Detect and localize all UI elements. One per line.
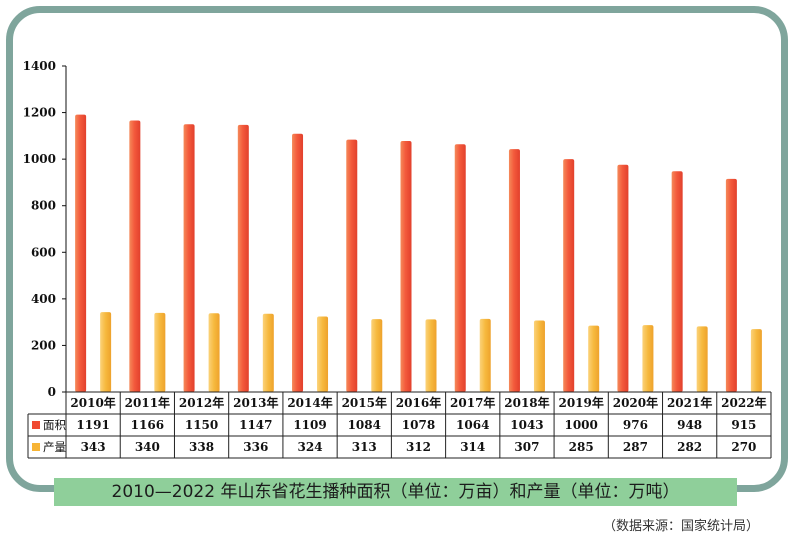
bar-area-2018年 [508, 149, 520, 392]
bar-yield-2013年 [262, 313, 274, 392]
category-label: 2015年 [342, 395, 387, 410]
legend-swatch-产量 [32, 443, 40, 451]
data-source: （数据来源：国家统计局） [602, 519, 759, 534]
data-label: 285 [569, 440, 594, 454]
bar-area-2020年 [617, 164, 629, 392]
bar-yield-2017年 [479, 318, 491, 392]
bar-yield-2016年 [425, 319, 437, 392]
category-label: 2010年 [70, 395, 115, 410]
y-tick-label: 1000 [23, 152, 56, 166]
category-label: 2018年 [504, 395, 549, 410]
bar-yield-2011年 [154, 312, 166, 392]
data-label: 307 [514, 440, 539, 454]
data-label: 1064 [456, 418, 489, 432]
category-label: 2017年 [450, 395, 495, 410]
bar-yield-2020年 [642, 325, 654, 392]
bar-area-2021年 [671, 171, 683, 392]
y-tick-label: 600 [31, 245, 56, 259]
category-label: 2021年 [667, 395, 712, 410]
data-label: 1084 [348, 418, 381, 432]
data-label: 312 [406, 440, 431, 454]
data-label: 1078 [402, 418, 435, 432]
bar-yield-2010年 [100, 312, 112, 392]
data-label: 1166 [131, 418, 164, 432]
bar-area-2012年 [183, 124, 195, 392]
data-label: 1191 [76, 418, 109, 432]
category-label: 2013年 [233, 395, 278, 410]
bar-yield-2019年 [588, 325, 600, 392]
data-label: 1150 [185, 418, 218, 432]
bar-area-2017年 [454, 144, 466, 392]
data-label: 338 [189, 440, 214, 454]
data-label: 336 [243, 440, 268, 454]
bar-area-2019年 [563, 159, 575, 392]
bar-yield-2022年 [750, 329, 762, 392]
bar-yield-2021年 [696, 326, 708, 392]
series-label: 产量 [43, 440, 66, 454]
series-label: 面积 [43, 418, 66, 432]
data-label: 340 [135, 440, 160, 454]
data-label: 343 [81, 440, 106, 454]
data-label: 313 [352, 440, 377, 454]
category-label: 2014年 [287, 395, 332, 410]
bar-area-2011年 [129, 120, 141, 392]
bar-area-2013年 [237, 124, 249, 393]
data-label: 324 [298, 440, 323, 454]
y-tick-label: 800 [31, 199, 56, 213]
data-label: 915 [731, 418, 756, 432]
y-tick-label: 200 [31, 338, 56, 352]
data-label: 1109 [293, 418, 326, 432]
category-label: 2020年 [613, 395, 658, 410]
data-label: 948 [677, 418, 702, 432]
data-label: 976 [623, 418, 648, 432]
bar-yield-2015年 [371, 319, 383, 392]
y-tick-label: 400 [31, 292, 56, 306]
data-label: 1000 [564, 418, 597, 432]
data-label: 287 [623, 440, 648, 454]
bar-area-2015年 [346, 139, 358, 392]
data-label: 314 [460, 440, 485, 454]
bar-yield-2012年 [208, 313, 220, 392]
category-label: 2019年 [558, 395, 603, 410]
bar-area-2014年 [292, 133, 304, 393]
bar-area-2022年 [725, 178, 737, 392]
bar-area-2010年 [75, 114, 87, 392]
y-tick-label: 1400 [23, 59, 56, 73]
data-label: 270 [731, 440, 756, 454]
y-tick-label: 0 [48, 385, 56, 399]
category-label: 2011年 [125, 395, 170, 410]
y-tick-label: 1200 [23, 106, 56, 120]
data-label: 1147 [239, 418, 272, 432]
legend-swatch-面积 [32, 421, 40, 429]
bar-yield-2014年 [317, 316, 329, 392]
data-label: 282 [677, 440, 702, 454]
category-label: 2022年 [721, 395, 766, 410]
bar-yield-2018年 [533, 320, 545, 392]
bar-area-2016年 [400, 140, 412, 392]
category-label: 2016年 [396, 395, 441, 410]
data-label: 1043 [510, 418, 543, 432]
category-label: 2012年 [179, 395, 224, 410]
chart-title: 2010—2022 年山东省花生播种面积（单位：万亩）和产量（单位：万吨） [54, 478, 737, 506]
